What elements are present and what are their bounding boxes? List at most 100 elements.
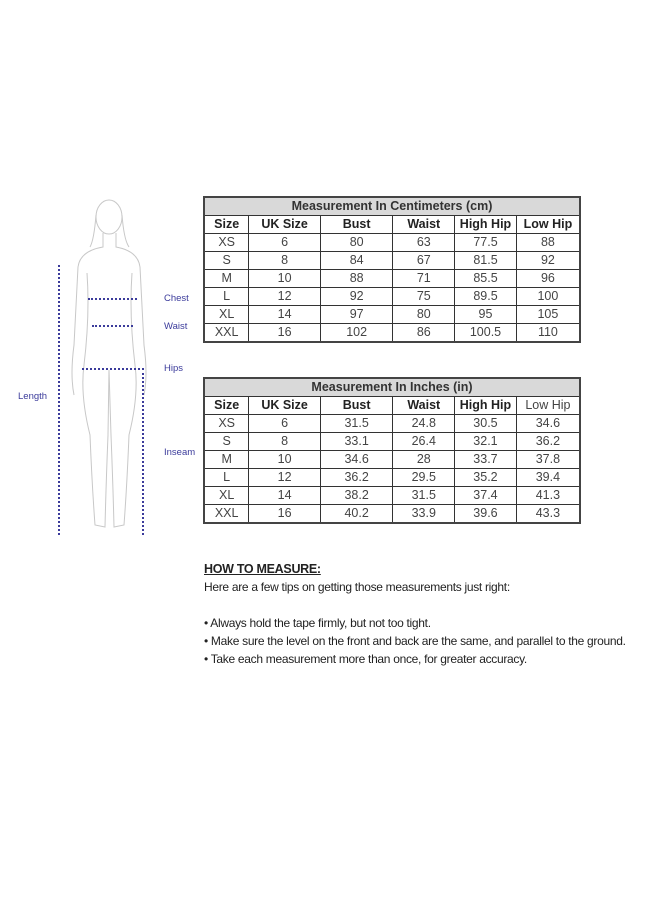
table-cell: 37.4 — [454, 486, 517, 505]
table-cell: 31.5 — [319, 414, 394, 433]
table-cell: M — [203, 269, 250, 288]
table-cell: 96 — [515, 269, 581, 288]
table-cell: 16 — [248, 323, 321, 343]
column-header: Low Hip — [515, 396, 581, 415]
chest-line — [88, 298, 137, 300]
table-cell: 10 — [248, 269, 321, 288]
table-cell: 75 — [392, 287, 456, 306]
table-row: L 12 92 75 89.5 100 — [203, 287, 581, 306]
table-row: M 10 88 71 85.5 96 — [203, 269, 581, 288]
table-cell: 10 — [248, 450, 321, 469]
table-cell: 105 — [515, 305, 581, 324]
how-to-measure-section: HOW TO MEASURE: Here are a few tips on g… — [204, 560, 626, 668]
table-cell: 89.5 — [454, 287, 517, 306]
table-cell: 26.4 — [392, 432, 456, 451]
table-cell: 35.2 — [454, 468, 517, 487]
table-row: XXL 16 102 86 100.5 110 — [203, 323, 581, 343]
table-cell: 92 — [319, 287, 394, 306]
table-cell: 36.2 — [515, 432, 581, 451]
column-header: Bust — [319, 396, 394, 415]
hips-label: Hips — [164, 363, 184, 374]
column-header: Waist — [392, 396, 456, 415]
column-header: UK Size — [248, 396, 321, 415]
table-cell: 80 — [392, 305, 456, 324]
table-cell: 88 — [319, 269, 394, 288]
table-cell: 86 — [392, 323, 456, 343]
waist-label: Waist — [164, 321, 188, 332]
table-cell: 41.3 — [515, 486, 581, 505]
table-cell: 97 — [319, 305, 394, 324]
table-cell: 39.6 — [454, 504, 517, 524]
chest-label: Chest — [164, 293, 189, 304]
table-cell: XXL — [203, 323, 250, 343]
table-row: M 10 34.6 28 33.7 37.8 — [203, 450, 581, 469]
column-header: High Hip — [454, 396, 517, 415]
body-silhouette-figure — [71, 199, 147, 528]
table-cell: 8 — [248, 251, 321, 270]
table-cell: 12 — [248, 468, 321, 487]
table-cell: 38.2 — [319, 486, 394, 505]
table-cell: M — [203, 450, 250, 469]
how-to-intro: Here are a few tips on getting those mea… — [204, 580, 510, 594]
table-cell: XL — [203, 305, 250, 324]
inseam-line — [142, 368, 144, 535]
table-row: S 8 84 67 81.5 92 — [203, 251, 581, 270]
how-to-heading: HOW TO MEASURE: — [204, 562, 321, 576]
column-header: Bust — [319, 215, 394, 234]
column-header: Size — [203, 396, 250, 415]
table-cell: 29.5 — [392, 468, 456, 487]
table-cell: XS — [203, 233, 250, 252]
inch-size-table: Measurement In Inches (in) Size UK Size Bus… — [203, 377, 581, 524]
column-header: Low Hip — [515, 215, 581, 234]
table-cell: 33.9 — [392, 504, 456, 524]
table-row: XL 14 97 80 95 105 — [203, 305, 581, 324]
table-cell: 88 — [515, 233, 581, 252]
table-cell: 80 — [319, 233, 394, 252]
table-cell: 33.7 — [454, 450, 517, 469]
table-row: S 8 33.1 26.4 32.1 36.2 — [203, 432, 581, 451]
table-cell: 43.3 — [515, 504, 581, 524]
table-cell: 34.6 — [319, 450, 394, 469]
table-cell: 102 — [319, 323, 394, 343]
hips-line — [82, 368, 140, 370]
table-cell: L — [203, 287, 250, 306]
table-cell: 31.5 — [392, 486, 456, 505]
column-header: UK Size — [248, 215, 321, 234]
table-title: Measurement In Inches (in) — [203, 377, 581, 397]
table-cell: 12 — [248, 287, 321, 306]
table-cell: 30.5 — [454, 414, 517, 433]
table-cell: 24.8 — [392, 414, 456, 433]
table-cell: 37.8 — [515, 450, 581, 469]
table-cell: 95 — [454, 305, 517, 324]
tip-item: • Take each measurement more than once, … — [204, 652, 527, 666]
table-cell: XS — [203, 414, 250, 433]
table-cell: S — [203, 432, 250, 451]
table-cell: 16 — [248, 504, 321, 524]
table-cell: 40.2 — [319, 504, 394, 524]
column-header: Waist — [392, 215, 456, 234]
table-cell: 110 — [515, 323, 581, 343]
column-header: High Hip — [454, 215, 517, 234]
column-header: Size — [203, 215, 250, 234]
table-cell: 84 — [319, 251, 394, 270]
table-cell: L — [203, 468, 250, 487]
table-cell: 14 — [248, 486, 321, 505]
table-cell: 6 — [248, 414, 321, 433]
table-cell: 67 — [392, 251, 456, 270]
table-cell: 8 — [248, 432, 321, 451]
table-cell: 28 — [392, 450, 456, 469]
table-cell: 100 — [515, 287, 581, 306]
table-cell: 71 — [392, 269, 456, 288]
table-cell: 39.4 — [515, 468, 581, 487]
table-cell: 36.2 — [319, 468, 394, 487]
table-cell: 77.5 — [454, 233, 517, 252]
table-cell: S — [203, 251, 250, 270]
table-cell: XXL — [203, 504, 250, 524]
table-cell: 33.1 — [319, 432, 394, 451]
cm-size-table: Measurement In Centimeters (cm) Size UK Si… — [203, 196, 581, 343]
table-cell: 63 — [392, 233, 456, 252]
table-title: Measurement In Centimeters (cm) — [203, 196, 581, 216]
table-cell: 92 — [515, 251, 581, 270]
length-line — [58, 265, 60, 535]
